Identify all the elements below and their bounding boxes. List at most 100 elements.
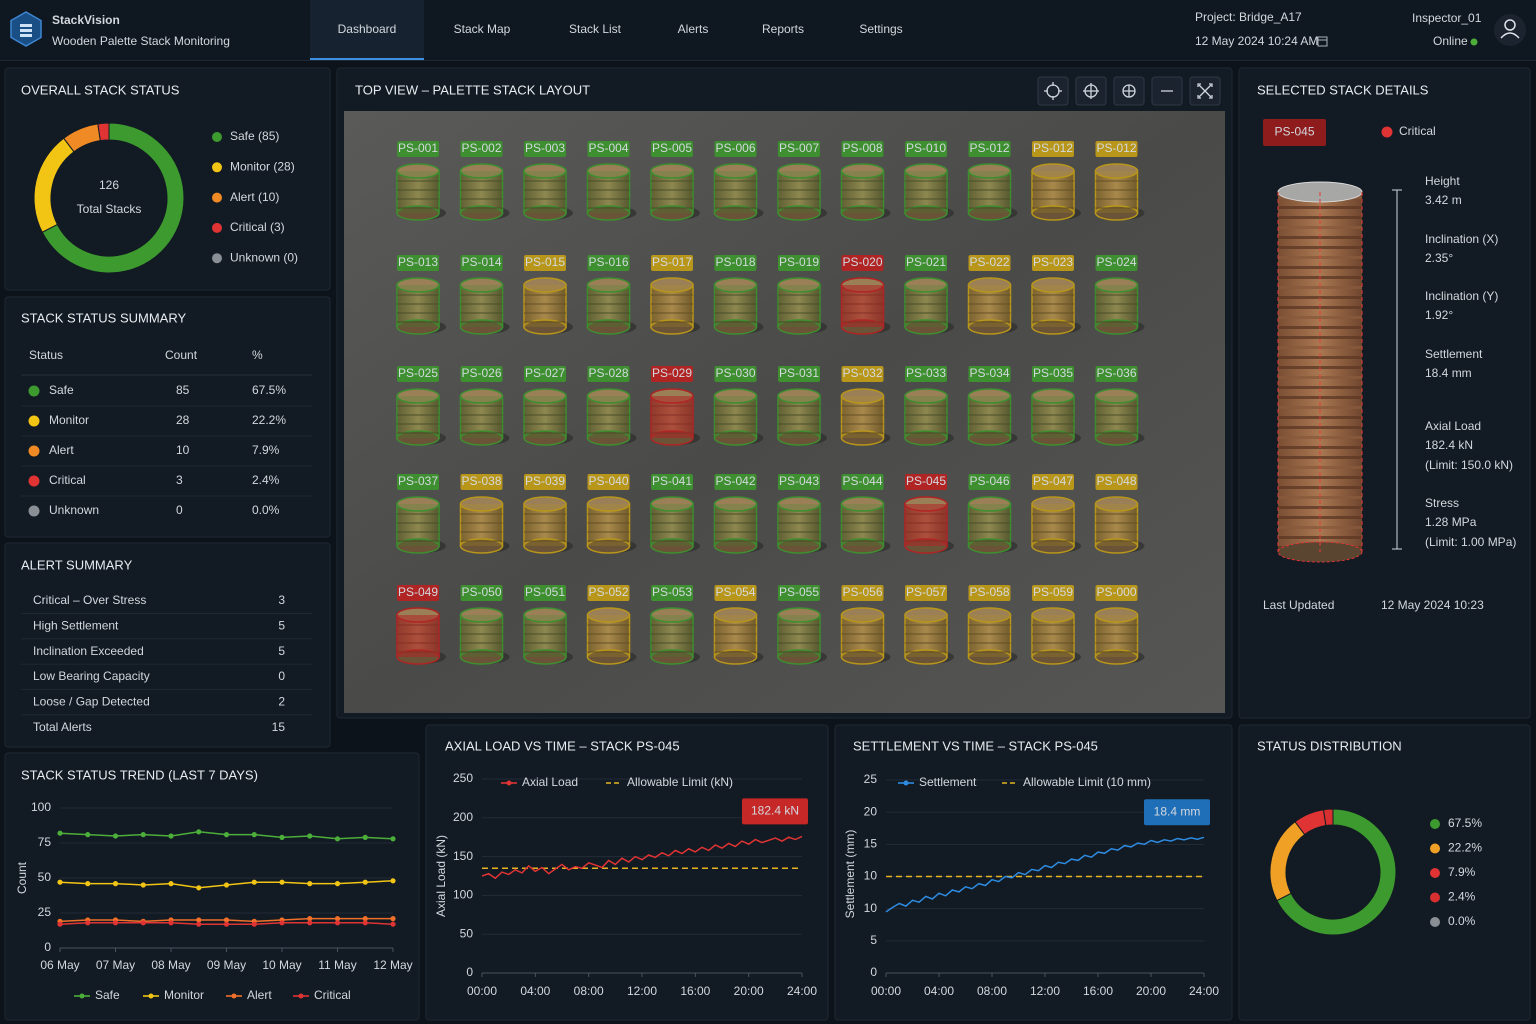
zoom-out-button[interactable] <box>1151 76 1183 106</box>
stack-label[interactable]: PS-019 <box>779 255 819 269</box>
stack-label[interactable]: PS-046 <box>969 474 1009 488</box>
stack-label[interactable]: PS-023 <box>1033 255 1073 269</box>
donut-segment <box>1276 808 1397 936</box>
stack-label[interactable]: PS-035 <box>1033 366 1073 380</box>
stack-label[interactable]: PS-000 <box>1096 585 1136 599</box>
nav-item[interactable]: Dashboard <box>338 22 397 36</box>
stack-label[interactable]: PS-049 <box>398 585 438 599</box>
stack-base <box>586 430 631 446</box>
nav-item[interactable]: Reports <box>762 22 804 36</box>
stack-tint <box>778 171 820 213</box>
stack-tint <box>905 285 947 327</box>
cylinder-slat <box>1278 336 1362 339</box>
stack-label[interactable]: PS-025 <box>398 366 438 380</box>
nav-item[interactable]: Stack List <box>569 22 622 36</box>
stack-label[interactable]: PS-050 <box>461 585 501 599</box>
stack-label[interactable]: PS-034 <box>969 366 1009 380</box>
stack-base <box>1031 538 1075 554</box>
stack-label[interactable]: PS-036 <box>1096 366 1136 380</box>
stack-label-bg <box>651 366 693 382</box>
stack-label[interactable]: PS-045 <box>906 474 946 488</box>
stack-label[interactable]: PS-047 <box>1033 474 1073 488</box>
stack-label[interactable]: PS-021 <box>906 255 946 269</box>
metric-value: 182.4 kN <box>1425 438 1473 452</box>
metric-label: Axial Load <box>1425 419 1481 433</box>
stack-top <box>396 388 440 404</box>
stack-base <box>650 205 694 221</box>
stack-label[interactable]: PS-058 <box>969 585 1009 599</box>
stack-label[interactable]: PS-027 <box>525 366 565 380</box>
status-dot <box>28 505 40 517</box>
zoom-in-button[interactable] <box>1113 76 1145 106</box>
stack-label[interactable]: PS-052 <box>588 585 628 599</box>
stack-label[interactable]: PS-044 <box>842 474 882 488</box>
stack-label[interactable]: PS-056 <box>842 585 882 599</box>
stack-label[interactable]: PS-057 <box>906 585 946 599</box>
stack-label[interactable]: PS-018 <box>715 255 755 269</box>
stack-label[interactable]: PS-048 <box>1096 474 1136 488</box>
cylinder-slat <box>1278 456 1362 459</box>
stack-label[interactable]: PS-042 <box>715 474 755 488</box>
stack-label[interactable]: PS-037 <box>398 474 438 488</box>
stack-label[interactable]: PS-017 <box>652 255 692 269</box>
nav-item[interactable]: Settings <box>859 22 902 36</box>
target-button[interactable] <box>1075 76 1107 106</box>
stack-label[interactable]: PS-012 <box>969 141 1009 155</box>
y-tick-label: 20 <box>864 804 878 818</box>
stack-label[interactable]: PS-014 <box>461 255 501 269</box>
stack-label[interactable]: PS-001 <box>398 141 438 155</box>
stack-label[interactable]: PS-020 <box>842 255 882 269</box>
stack-label[interactable]: PS-028 <box>588 366 628 380</box>
stack-label[interactable]: PS-008 <box>842 141 882 155</box>
stack-base <box>904 319 948 335</box>
stack-label[interactable]: PS-030 <box>715 366 755 380</box>
stack-label[interactable]: PS-005 <box>652 141 692 155</box>
stack-label[interactable]: PS-012 <box>1033 141 1073 155</box>
nav-item[interactable]: Alerts <box>678 22 709 36</box>
stack-label[interactable]: PS-012 <box>1096 141 1136 155</box>
stack-label[interactable]: PS-038 <box>461 474 501 488</box>
fullscreen-button[interactable] <box>1189 76 1221 106</box>
stack-label[interactable]: PS-007 <box>779 141 819 155</box>
stack-label[interactable]: PS-043 <box>779 474 819 488</box>
stack-label[interactable]: PS-006 <box>715 141 755 155</box>
stack-top <box>1094 496 1139 512</box>
stack-label[interactable]: PS-059 <box>1033 585 1073 599</box>
stack-label[interactable]: PS-016 <box>588 255 628 269</box>
stack-label[interactable]: PS-051 <box>525 585 565 599</box>
stack-tint <box>714 171 757 213</box>
point <box>196 921 202 927</box>
stack-label[interactable]: PS-053 <box>652 585 692 599</box>
stack-label[interactable]: PS-029 <box>652 366 692 380</box>
stack-label[interactable]: PS-022 <box>969 255 1009 269</box>
stack-top <box>1094 277 1139 293</box>
stack-tint <box>841 615 884 657</box>
stack-label[interactable]: PS-002 <box>461 141 501 155</box>
legend-label: Allowable Limit (kN) <box>627 775 733 789</box>
stack-label[interactable]: PS-013 <box>398 255 438 269</box>
alert-total-label: Total Alerts <box>33 720 92 734</box>
stack-label[interactable]: PS-033 <box>906 366 946 380</box>
stack-tint <box>524 396 566 438</box>
stack-label-bg <box>587 474 630 490</box>
stack-label[interactable]: PS-032 <box>842 366 882 380</box>
stack-label[interactable]: PS-004 <box>588 141 628 155</box>
stack-label[interactable]: PS-055 <box>779 585 819 599</box>
user-icon[interactable] <box>1494 14 1526 46</box>
stack-label[interactable]: PS-040 <box>588 474 628 488</box>
stack-label[interactable]: PS-031 <box>779 366 819 380</box>
locate-button[interactable] <box>1037 76 1069 106</box>
stack-label[interactable]: PS-024 <box>1096 255 1136 269</box>
stack-label-bg <box>778 474 820 490</box>
stack-label[interactable]: PS-026 <box>461 366 501 380</box>
stack-label[interactable]: PS-039 <box>525 474 565 488</box>
nav-item[interactable]: Stack Map <box>454 22 511 36</box>
stack-label[interactable]: PS-054 <box>715 585 755 599</box>
point <box>57 921 63 927</box>
stack-label[interactable]: PS-003 <box>525 141 565 155</box>
stack-label[interactable]: PS-041 <box>652 474 692 488</box>
stack-label[interactable]: PS-010 <box>906 141 946 155</box>
stack-label[interactable]: PS-015 <box>525 255 565 269</box>
stack-base <box>586 319 631 335</box>
stack-top <box>713 496 758 512</box>
